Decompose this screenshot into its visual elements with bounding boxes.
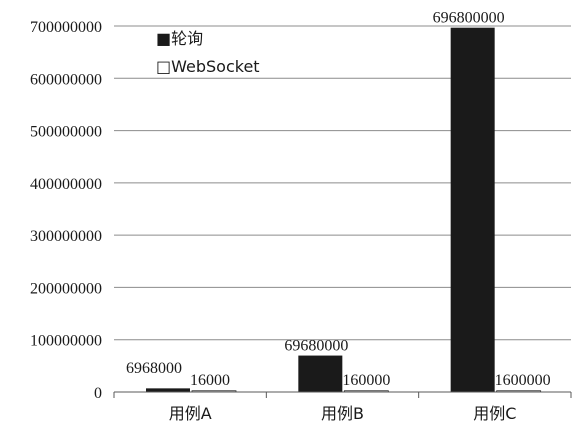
bar	[146, 388, 190, 392]
data-label: 1600000	[495, 372, 551, 389]
bars	[146, 27, 542, 393]
data-label: 69680000	[284, 338, 348, 355]
x-axis	[113, 391, 572, 398]
y-tick-label: 200000000	[30, 280, 102, 297]
data-label: 6968000	[126, 360, 182, 377]
bar	[450, 27, 495, 392]
legend-entry: ■轮询	[156, 29, 203, 48]
bar	[298, 355, 343, 392]
y-tick-label: 400000000	[30, 176, 102, 193]
y-tick-label: 700000000	[30, 19, 102, 36]
gridlines	[114, 25, 571, 341]
category-label: 用例C	[473, 404, 516, 423]
data-label: 160000	[342, 372, 390, 389]
y-tick-label: 100000000	[30, 333, 102, 350]
data-labels: 6968000 16000 69680000 160000 696800000 16000…	[126, 10, 551, 389]
data-label: 16000	[190, 372, 230, 389]
category-labels: 用例A 用例B 用例C	[169, 404, 517, 423]
y-tick-label: 500000000	[30, 124, 102, 141]
data-label: 696800000	[433, 10, 505, 27]
y-tick-label: 300000000	[30, 228, 102, 245]
category-label: 用例A	[169, 404, 212, 423]
legend: ■轮询 □WebSocket	[156, 29, 260, 76]
category-label: 用例B	[321, 404, 364, 423]
legend-entry: □WebSocket	[156, 57, 260, 76]
y-tick-label: 0	[94, 385, 102, 402]
y-axis-tick-labels: 0 100000000 200000000 300000000 400000000 500…	[30, 19, 102, 402]
y-tick-label: 600000000	[30, 71, 102, 88]
